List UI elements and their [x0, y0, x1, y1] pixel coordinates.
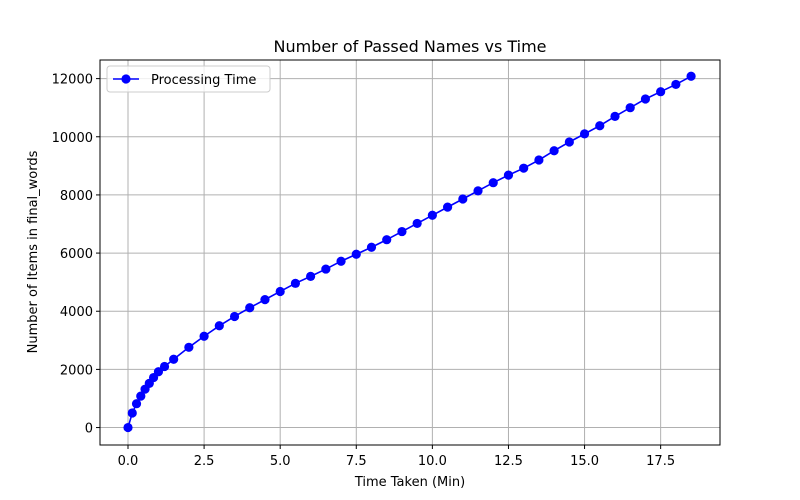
legend-marker-icon: [121, 74, 131, 84]
x-tick-label: 0.0: [118, 454, 139, 469]
data-point: [336, 256, 346, 266]
series-layer: [123, 71, 696, 433]
data-point: [290, 278, 301, 288]
data-point: [686, 71, 696, 81]
data-point: [549, 146, 559, 156]
y-tick-label: 6000: [60, 247, 93, 262]
y-tick-label: 0: [85, 422, 93, 437]
series-line: [127, 75, 692, 428]
plot-area-frame: [99, 59, 721, 446]
y-tick-label: 8000: [60, 189, 93, 204]
data-point: [534, 155, 544, 165]
x-axis-label: Time Taken (Min): [354, 475, 465, 490]
legend-label: Processing Time: [151, 73, 256, 88]
data-point: [306, 271, 316, 281]
x-tick-label: 17.5: [646, 454, 675, 469]
data-point: [625, 103, 635, 113]
chart-title: Number of Passed Names vs Time: [273, 37, 546, 56]
data-point: [169, 354, 179, 364]
data-point: [351, 249, 361, 259]
x-tick-label: 7.5: [346, 454, 367, 469]
x-tick-label: 5.0: [270, 454, 291, 469]
data-point: [214, 321, 224, 331]
ticks: 0.0 2.5 5.0 7.5 10.0 12.5 15.0 17.5 0 2000 4000 600…: [52, 73, 675, 469]
data-point: [321, 264, 331, 274]
data-point: [136, 391, 146, 401]
data-point: [488, 178, 498, 188]
data-point: [260, 295, 270, 305]
data-point: [595, 121, 605, 131]
data-point: [153, 367, 164, 377]
y-tick-label: 2000: [60, 363, 93, 378]
y-axis-label: Number of Items in final_words: [26, 150, 41, 353]
y-tick-label: 4000: [60, 305, 93, 320]
data-point: [442, 202, 453, 212]
data-point: [366, 242, 377, 252]
data-point: [610, 111, 620, 122]
data-point: [397, 226, 407, 237]
x-tick-label: 2.5: [194, 454, 215, 469]
data-point: [579, 129, 590, 139]
data-point: [671, 79, 681, 90]
data-point: [199, 331, 209, 341]
data-point: [640, 94, 651, 104]
data-point: [245, 303, 255, 313]
data-point: [382, 235, 392, 245]
x-tick-label: 10.0: [418, 454, 447, 469]
data-point: [184, 342, 194, 352]
x-tick-label: 12.5: [494, 454, 523, 469]
data-point: [519, 163, 529, 173]
data-point: [473, 186, 483, 196]
data-point: [159, 361, 170, 372]
legend-box: [106, 65, 271, 93]
data-point: [127, 408, 137, 418]
y-tick-label: 10000: [52, 131, 93, 146]
y-tick-label: 12000: [52, 73, 93, 88]
data-point: [458, 194, 468, 204]
legend: Processing Time: [106, 65, 271, 93]
data-point: [412, 218, 422, 229]
data-point: [123, 422, 133, 433]
data-point: [131, 399, 142, 409]
data-point: [229, 311, 240, 322]
data-point: [275, 286, 285, 297]
data-point: [656, 87, 666, 97]
data-point: [503, 170, 514, 180]
data-point: [427, 210, 437, 220]
x-tick-label: 15.0: [570, 454, 599, 469]
grid: [100, 60, 720, 445]
data-point: [564, 137, 574, 147]
